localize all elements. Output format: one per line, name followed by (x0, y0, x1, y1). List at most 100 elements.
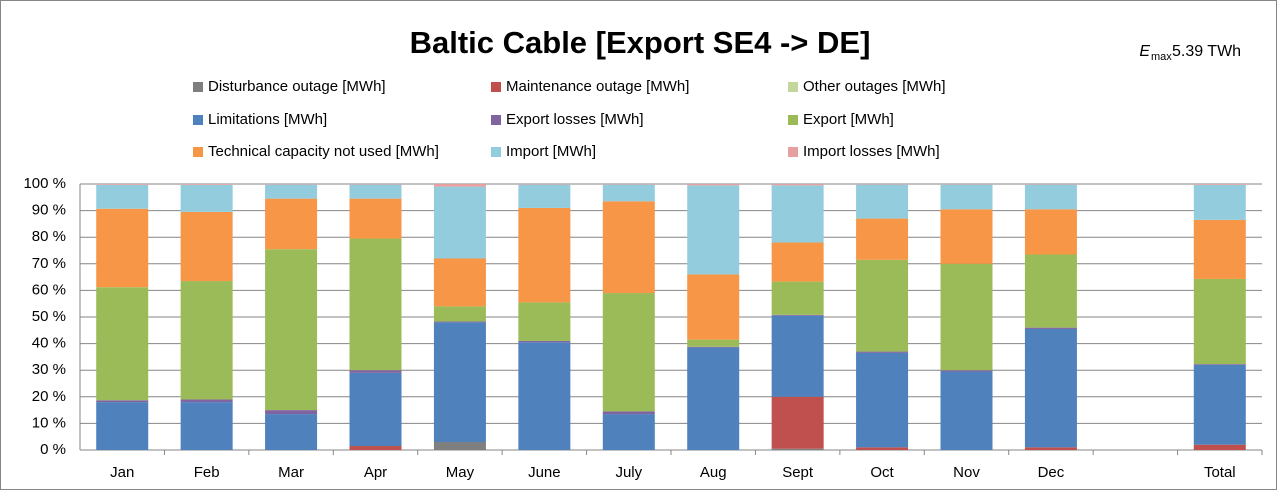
bar-segment (1193, 364, 1246, 445)
bar-segment (1193, 364, 1246, 365)
bar-segment (96, 184, 149, 209)
x-tick-label: Sept (782, 464, 814, 481)
y-tick-label: 40 % (32, 335, 66, 352)
bar-segment (940, 371, 993, 450)
bar-segment (856, 351, 909, 353)
y-tick-label: 30 % (32, 361, 66, 378)
bar-segment (349, 370, 402, 373)
y-tick-label: 90 % (32, 202, 66, 219)
legend-label: Limitations [MWh] (208, 111, 327, 128)
bar-segment (349, 372, 402, 447)
bar-segment (180, 184, 233, 212)
x-tick-label: Jan (110, 464, 134, 481)
x-tick-label: Dec (1038, 464, 1065, 481)
bar-segment (518, 302, 571, 341)
legend-swatch (193, 115, 203, 125)
bar-segment (687, 185, 740, 275)
bar-segment (687, 184, 740, 186)
legend-label: Other outages [MWh] (803, 78, 946, 95)
bar-segment (518, 184, 571, 208)
bar-segment (687, 347, 740, 450)
y-tick-label: 100 % (23, 175, 66, 192)
bar-segment (602, 184, 655, 202)
chart-title: Baltic Cable [Export SE4 -> DE] (410, 25, 871, 60)
bar-segment (1193, 184, 1246, 185)
bar-segment (518, 342, 571, 450)
bar-segment (771, 184, 824, 186)
x-tick-label: Mar (278, 464, 304, 481)
legend-label: Maintenance outage [MWh] (506, 78, 689, 95)
x-tick-label: Total (1204, 464, 1236, 481)
x-tick-label: July (615, 464, 642, 481)
legend-swatch (193, 82, 203, 92)
bar-segment (349, 184, 402, 199)
bar-segment (856, 184, 909, 185)
bar-segment (180, 184, 233, 185)
bar-segment (1193, 444, 1246, 450)
y-tick-label: 70 % (32, 255, 66, 272)
bar-segment (265, 249, 318, 411)
legend-swatch (193, 147, 203, 157)
legend-swatch (491, 147, 501, 157)
bar-segment (940, 184, 993, 210)
bar-segment (265, 184, 318, 199)
x-tick-label: Feb (194, 464, 220, 481)
bar-segment (856, 447, 909, 450)
bar-segment (265, 198, 318, 250)
bar-segment (856, 352, 909, 448)
x-tick-label: May (446, 464, 475, 481)
y-tick-label: 20 % (32, 388, 66, 405)
bar-segment (940, 184, 993, 185)
bar-segment (96, 400, 149, 403)
bar-segment (1024, 328, 1077, 448)
bar-segment (433, 186, 486, 259)
bar-segment (180, 281, 233, 400)
bar-segment (1024, 254, 1077, 328)
bar-segment (687, 339, 740, 347)
bar-segment (96, 287, 149, 401)
bar-segment (433, 258, 486, 307)
bar-segment (518, 184, 571, 185)
x-tick-label: Aug (700, 464, 727, 481)
legend-label: Export losses [MWh] (506, 111, 644, 128)
y-tick-label: 50 % (32, 308, 66, 325)
annotation: 5.39 TWh (1172, 43, 1241, 60)
legend-swatch (491, 115, 501, 125)
bar-segment (96, 184, 149, 185)
y-tick-label: 0 % (40, 441, 66, 458)
bar-segment (1193, 184, 1246, 220)
bar-segment (433, 184, 486, 187)
bar-segment (940, 370, 993, 372)
bar-segment (349, 198, 402, 239)
bar-segment (96, 402, 149, 450)
bar-segment (771, 396, 824, 449)
bar-segment (518, 340, 571, 343)
x-tick-label: Nov (953, 464, 980, 481)
legend-label: Import [MWh] (506, 143, 596, 160)
bar-segment (265, 410, 318, 415)
y-tick-label: 80 % (32, 228, 66, 245)
bar-segment (856, 259, 909, 352)
bar-segment (1193, 278, 1246, 365)
y-tick-label: 60 % (32, 281, 66, 298)
bar-segment (1024, 209, 1077, 255)
bar-segment (1024, 447, 1077, 450)
bar-segment (518, 207, 571, 303)
bar-segment (771, 281, 824, 315)
bar-segment (602, 293, 655, 412)
bar-segment (602, 411, 655, 415)
bar-segment (856, 184, 909, 219)
bar-segment (687, 274, 740, 340)
bar-segment (602, 414, 655, 450)
legend-swatch (491, 82, 501, 92)
bar-segment (433, 306, 486, 322)
y-tick-label: 10 % (32, 414, 66, 431)
bar-segment (771, 315, 824, 397)
annotation: E (1139, 43, 1150, 60)
legend-swatch (788, 147, 798, 157)
bar-segment (602, 201, 655, 294)
bar-segment (349, 238, 402, 371)
legend-label: Technical capacity not used [MWh] (208, 143, 439, 160)
